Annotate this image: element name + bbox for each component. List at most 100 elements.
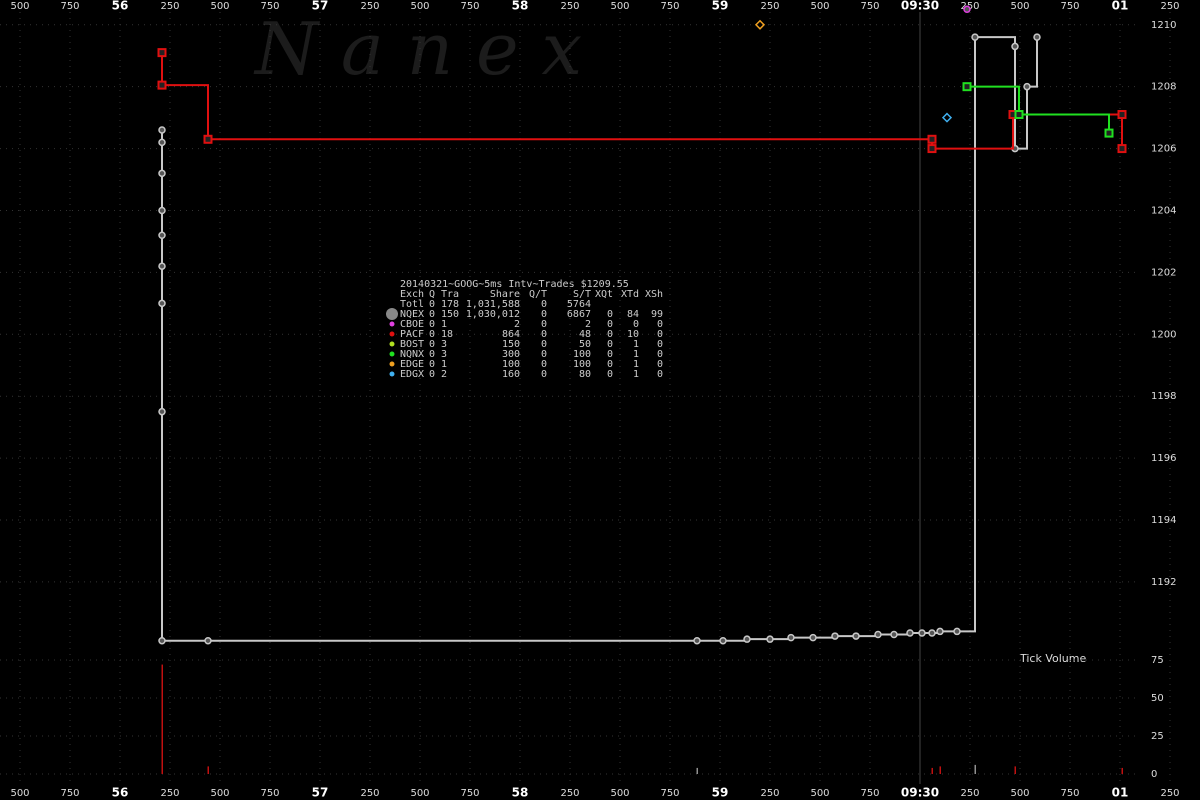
table-cell: 1 [633,369,639,380]
table-cell: 0 [429,359,435,370]
table-cell: 100 [502,359,520,370]
x-tick-label-top: 500 [1010,1,1029,12]
x-tick-label-top: 250 [760,1,779,12]
trade-marker [953,627,961,636]
table-cell: 0 [429,339,435,350]
table-total: 5764 [567,299,591,310]
x-tick-label-bottom: 500 [210,788,229,799]
trade-marker [158,138,166,147]
x-tick-label-top: 500 [610,1,629,12]
x-tick-label-top: 09:30 [901,0,939,13]
x-tick-label-bottom: 750 [1060,788,1079,799]
x-tick-label-bottom: 500 [610,788,629,799]
table-cell: 0 [657,339,663,350]
trade-marker [809,633,817,642]
x-tick-label-top: 500 [10,1,29,12]
trade-marker [158,206,166,215]
x-tick-label-bottom: 750 [60,788,79,799]
x-tick-label-bottom: 750 [260,788,279,799]
table-cell: 1 [441,359,447,370]
table-cell: 0 [429,349,435,360]
table-cell: 150 [441,309,459,320]
table-cell: 84 [627,309,639,320]
legend-swatch [389,371,395,377]
x-tick-label-top: 500 [410,1,429,12]
table-cell: 0 [607,329,613,340]
volume-bar [974,764,976,774]
volume-bar [1121,767,1123,774]
table-header: XSh [645,289,663,300]
table-cell: 1 [633,339,639,350]
table-cell: 10 [627,329,639,340]
x-tick-label-top: 750 [1060,1,1079,12]
trade-marker [918,629,926,637]
table-cell: 0 [429,319,435,330]
trade-marker [158,636,166,645]
table-header: Share [490,289,520,300]
trade-marker [1011,42,1019,51]
trade-marker [158,126,166,134]
x-tick-label-bottom: 250 [760,788,779,799]
table-cell: 0 [541,339,547,350]
x-tick-label-bottom: 250 [1160,788,1179,799]
table-cell: 18 [441,329,453,340]
x-tick-label-bottom: 750 [660,788,679,799]
x-tick-label-bottom: 09:30 [901,786,939,800]
x-tick-label-bottom: 750 [860,788,879,799]
legend-name: NQNX [400,349,424,360]
x-tick-label-bottom: 250 [160,788,179,799]
table-cell: 864 [502,329,520,340]
table-cell: 150 [502,339,520,350]
trade-marker [852,632,860,640]
x-tick-label-top: 750 [460,1,479,12]
trade-marker [754,19,766,30]
trade-marker [719,636,727,645]
y-tick-label: 1200 [1151,329,1176,340]
trade-marker [204,636,212,645]
x-tick-label-bottom: 500 [10,788,29,799]
table-cell: 100 [573,349,591,360]
volume-bar [696,767,698,774]
x-tick-label-bottom: 500 [410,788,429,799]
table-cell: 1,030,012 [466,309,520,320]
trade-marker [203,134,213,144]
volume-bar [161,664,163,774]
volume-tick-label: 25 [1151,731,1164,742]
legend-name: BOST [400,339,424,350]
table-header: Exch [400,289,424,300]
x-tick-label-top: 250 [560,1,579,12]
watermark: N a n e x [253,7,582,91]
table-cell: 1 [633,359,639,370]
legend-name: EDGE [400,359,424,370]
x-tick-label-bottom: 500 [1010,788,1029,799]
table-cell: 100 [573,359,591,370]
table-cell: 0 [657,369,663,380]
volume-title: Tick Volume [1019,652,1086,665]
table-header: S/T [573,289,591,300]
y-tick-label: 1206 [1151,144,1176,155]
x-tick-label-top: 500 [210,1,229,12]
table-cell: 0 [429,309,435,320]
trade-marker [158,231,166,239]
table-cell: 3 [441,349,447,360]
trade-marker [927,144,937,154]
table-cell: 99 [651,309,663,320]
x-tick-label-top: 750 [60,1,79,12]
table-cell: 0 [541,349,547,360]
table-cell: 2 [514,319,520,330]
table-total: 0 [429,299,435,310]
table-title: 20140321~GOOG~5ms Intv~Trades $1209.55 [400,279,629,290]
trade-marker [743,635,751,643]
table-cell: 0 [657,359,663,370]
trade-marker [936,627,944,636]
x-tick-label-top: 56 [112,0,129,13]
y-tick-label: 1202 [1151,267,1176,278]
trade-marker [941,112,953,123]
x-tick-label-top: 59 [712,0,729,13]
table-header: Q [429,289,435,300]
trade-marker [766,635,774,643]
table-cell: 0 [607,319,613,330]
table-cell: 0 [541,309,547,320]
x-tick-label-bottom: 750 [460,788,479,799]
